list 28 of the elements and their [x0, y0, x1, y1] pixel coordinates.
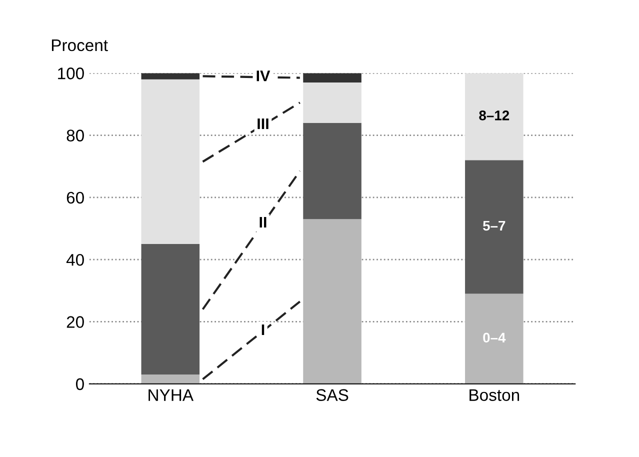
y-tick-label: 60: [66, 192, 84, 204]
bar: [303, 73, 362, 82]
x-tick-label: NYHA: [148, 389, 194, 401]
bar: [303, 82, 362, 123]
x-tick-label: Boston: [470, 389, 520, 401]
y-tick-label: 0: [76, 378, 84, 390]
bar: [303, 219, 362, 384]
y-axis-title: Procent: [52, 40, 108, 52]
data-label: 5–7: [483, 220, 506, 231]
bar: [141, 244, 200, 375]
bar: [465, 294, 524, 384]
text: IV: [256, 70, 270, 82]
bar: [141, 374, 200, 384]
bar: [141, 73, 200, 80]
text: III: [258, 118, 268, 130]
bar: [465, 73, 524, 160]
text: II: [260, 217, 266, 228]
y-tick-label: 80: [66, 130, 84, 142]
x-tick-label: SAS: [316, 389, 348, 401]
y-tick-label: 100: [58, 68, 84, 80]
y-tick-label: 20: [66, 316, 84, 328]
bar: [303, 122, 362, 220]
text: I: [262, 324, 264, 335]
y-tick-label: 40: [66, 254, 84, 266]
bar: [141, 79, 200, 244]
bar: [465, 160, 524, 294]
data-label: 0–4: [483, 332, 506, 343]
data-label: 8–12: [479, 110, 510, 120]
